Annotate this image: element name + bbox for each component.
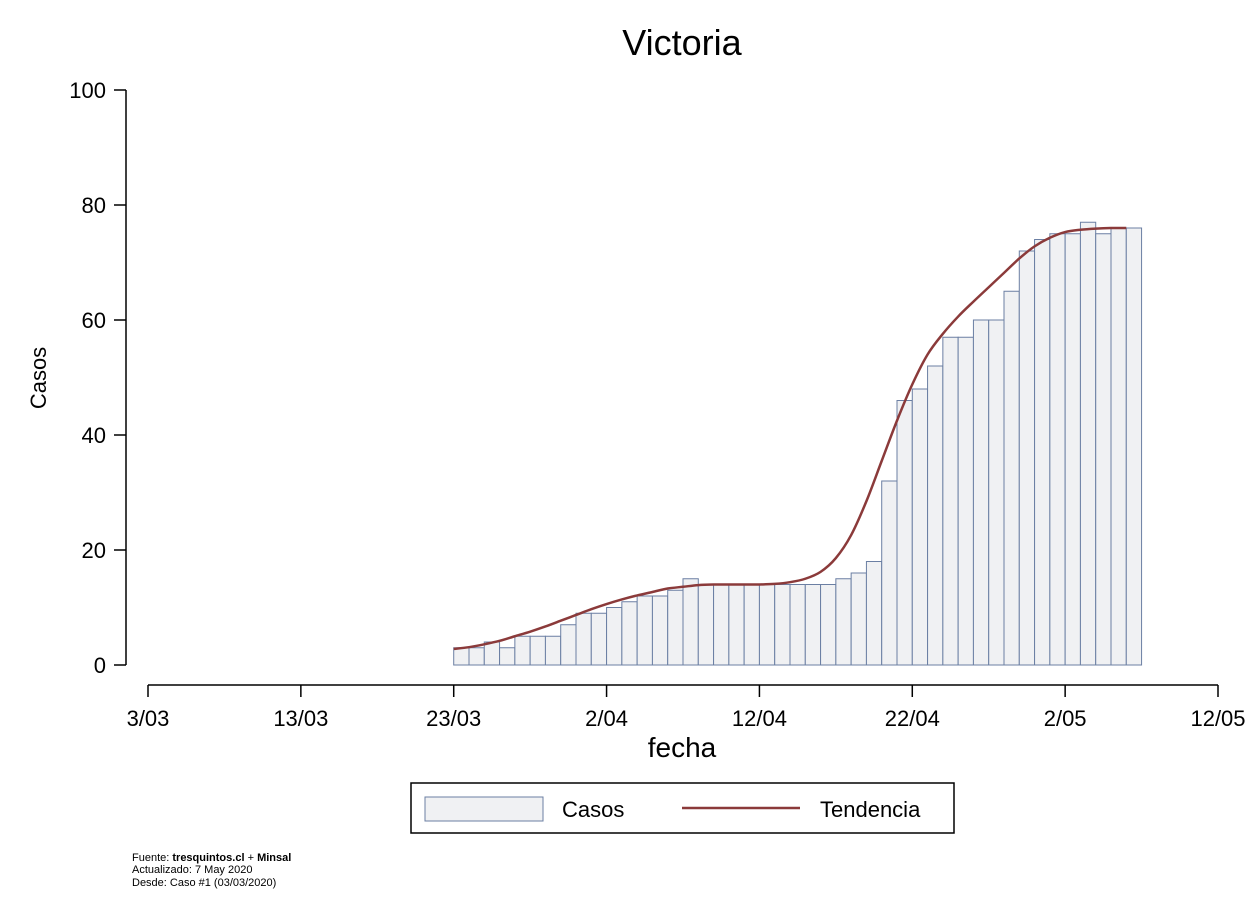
bar <box>1079 221 1097 666</box>
y-tick-label: 0 <box>94 653 106 678</box>
y-tick-label: 20 <box>82 538 106 563</box>
legend-label-tendencia: Tendencia <box>820 797 921 822</box>
x-tick-label: 2/04 <box>585 706 628 731</box>
bar <box>544 635 562 666</box>
bar <box>804 584 822 666</box>
bar <box>575 612 592 666</box>
legend-swatch-casos <box>424 796 544 822</box>
bar <box>881 480 898 666</box>
bar <box>927 365 944 666</box>
footer-updated: Actualizado: 7 May 2020 <box>132 864 252 876</box>
footer-source-plus: + <box>248 852 254 864</box>
bar <box>1064 233 1081 666</box>
footer-source-a: tresquintos.cl <box>172 852 244 864</box>
bar <box>560 624 577 666</box>
bar <box>1018 250 1036 666</box>
footer-source-label: Fuente: <box>132 852 169 864</box>
chart-title: Victoria <box>622 22 742 63</box>
bar <box>988 319 1005 666</box>
y-axis-label: Casos <box>26 347 51 409</box>
bar <box>636 595 653 666</box>
y-tick-label: 100 <box>69 78 106 103</box>
bar <box>1049 233 1066 666</box>
x-tick-label: 3/03 <box>127 706 170 731</box>
bar <box>529 635 546 666</box>
bar <box>483 641 501 666</box>
bar <box>1034 239 1051 666</box>
footer-since: Desde: Caso #1 (03/03/2020) <box>132 877 276 889</box>
x-axis-ticks: 3/03 13/03 23/03 2/04 12/04 22/04 2/05 12/05 <box>127 685 1246 731</box>
bar <box>789 584 806 666</box>
bar <box>728 584 745 666</box>
bar <box>697 584 715 666</box>
x-tick-label: 2/05 <box>1044 706 1087 731</box>
footer-source: Fuente: tresquintos.cl + Minsal <box>132 852 291 864</box>
bar <box>514 635 531 666</box>
bar <box>743 584 760 666</box>
bar <box>651 595 669 666</box>
bar <box>590 612 608 666</box>
bar <box>1125 227 1143 666</box>
bars-group <box>453 221 1143 666</box>
trend-group <box>453 226 1127 651</box>
x-tick-label: 12/05 <box>1190 706 1245 731</box>
y-tick-label: 80 <box>82 193 106 218</box>
bar <box>1095 233 1112 666</box>
bar <box>453 647 470 666</box>
footer-source-b: Minsal <box>257 852 291 864</box>
bar <box>1003 290 1020 666</box>
legend-label-casos: Casos <box>562 797 624 822</box>
x-axis-label: fecha <box>648 732 717 763</box>
bar <box>850 572 867 666</box>
bar <box>682 578 699 666</box>
y-axis-ticks: 0 20 40 60 80 100 <box>69 78 126 678</box>
legend: Casos Tendencia <box>410 782 955 834</box>
bar <box>942 336 959 666</box>
bar <box>820 584 837 666</box>
bar <box>774 584 791 666</box>
bar <box>911 388 929 666</box>
bar <box>468 647 485 666</box>
bar <box>758 584 776 666</box>
bar <box>896 400 913 666</box>
bar <box>606 607 623 666</box>
bar <box>1110 227 1127 666</box>
bar <box>835 578 852 666</box>
bar <box>865 561 883 666</box>
bar <box>499 647 516 666</box>
bar <box>667 589 684 666</box>
x-tick-label: 22/04 <box>885 706 940 731</box>
x-tick-label: 13/03 <box>273 706 328 731</box>
bar <box>621 601 638 666</box>
bar <box>957 336 974 666</box>
y-tick-label: 60 <box>82 308 106 333</box>
footer-notes: Fuente: tresquintos.cl + Minsal Actualiz… <box>132 852 291 889</box>
bar <box>972 319 990 666</box>
x-tick-label: 23/03 <box>426 706 481 731</box>
x-tick-label: 12/04 <box>732 706 787 731</box>
bar <box>713 584 730 666</box>
y-tick-label: 40 <box>82 423 106 448</box>
trend-line <box>453 226 1127 651</box>
